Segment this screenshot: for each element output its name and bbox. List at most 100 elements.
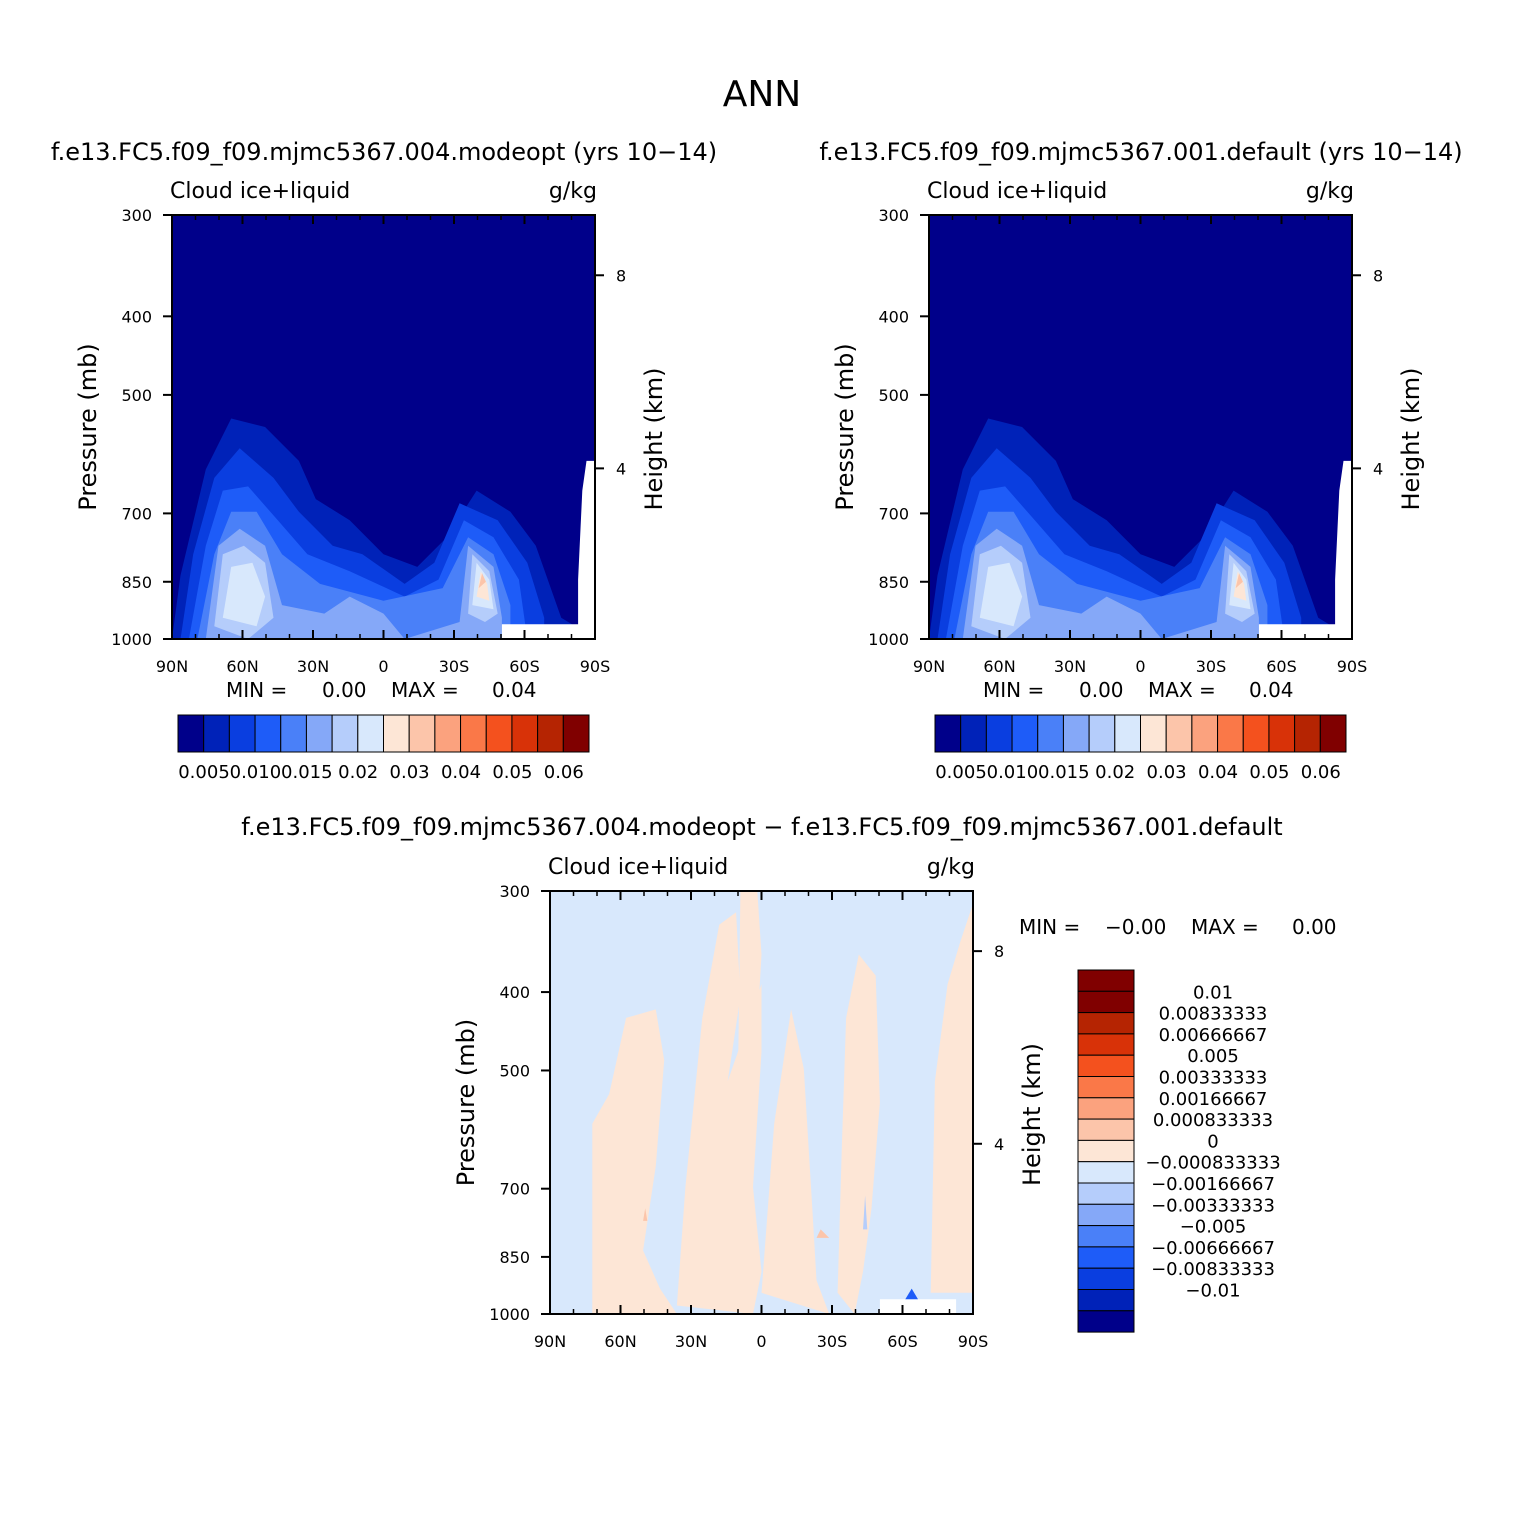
contour-band-positive [761, 1009, 830, 1314]
colorbar-box [1077, 1054, 1135, 1077]
contour-band [962, 528, 1259, 639]
colorbar-box [985, 714, 1013, 753]
panel-modeopt: 90N 60N 30N 0 30S 60S 90S 300 400 500 700 850 1000 8 4… [51, 138, 717, 783]
x-tick-label: 90N [913, 657, 945, 676]
colorbar-box [1077, 1203, 1135, 1227]
colorbar-label: 0.05 [492, 762, 532, 783]
y-tick-label: 400 [878, 307, 909, 326]
page-title: ANN [723, 74, 802, 115]
units-label: g/kg [927, 855, 975, 880]
colorbar-label: 0.005 [178, 762, 230, 783]
colorbar-label: −0.00666667 [1151, 1238, 1275, 1259]
colorbar-label: 0.02 [1095, 762, 1135, 783]
missing-data-region [1258, 460, 1352, 639]
colorbar-label: 0.01 [1193, 982, 1233, 1003]
contour-band-positive [930, 903, 973, 1293]
y-tick-label: 700 [121, 504, 152, 523]
colorbar-box [460, 714, 487, 753]
y-tick-label: 500 [878, 386, 909, 405]
y2-axis-label: Height (km) [640, 368, 668, 511]
min-label: MIN = [1019, 915, 1080, 939]
colorbar-label: 0.02 [338, 762, 378, 783]
colorbar-label: −0.00166667 [1151, 1174, 1275, 1195]
colorbar-box [1077, 1310, 1135, 1333]
y2-tick-label: 8 [994, 942, 1004, 961]
contour-band [643, 1208, 648, 1221]
contour-band [476, 571, 490, 601]
colorbar-box [960, 714, 987, 753]
colorbar-box [1077, 1033, 1135, 1056]
contour-band [979, 562, 1023, 627]
x-tick-label: 30S [817, 1332, 848, 1351]
x-tick-label: 0 [756, 1332, 766, 1351]
y-tick-label: 500 [121, 386, 152, 405]
colorbar-box [1062, 714, 1090, 753]
colorbar-label: −0.00333333 [1151, 1195, 1275, 1216]
panel-title: f.e13.FC5.f09_f09.mjmc5367.001.default (… [819, 138, 1462, 166]
colorbar-label: 0.06 [544, 762, 584, 783]
x-tick-label: 0 [378, 657, 388, 676]
colorbar-box [1077, 1076, 1135, 1099]
colorbar-box [1037, 714, 1064, 753]
colorbar-box [434, 714, 462, 753]
variable-label: Cloud ice+liquid [170, 179, 350, 204]
colorbar-label: 0.015 [1038, 762, 1090, 783]
y-tick-label: 700 [878, 504, 909, 523]
max-label: MAX = [1191, 915, 1259, 939]
colorbar-box [1165, 714, 1193, 753]
x-tick-label: 60N [983, 657, 1015, 676]
panel-title: f.e13.FC5.f09_f09.mjmc5367.004.modeopt −… [241, 813, 1282, 841]
y2-axis-label: Height (km) [1397, 368, 1425, 511]
colorbar-box [1242, 714, 1270, 753]
colorbar-box [1011, 714, 1039, 753]
colorbar-box [1294, 714, 1321, 753]
colorbar-box [1077, 1161, 1135, 1184]
x-tick-label: 60S [509, 657, 540, 676]
y-tick-label: 700 [499, 1180, 530, 1199]
y-axis-label: Pressure (mb) [452, 1019, 480, 1186]
y-tick-label: 300 [878, 206, 909, 225]
colorbar-label: 0.05 [1249, 762, 1289, 783]
x-tick-label: 60N [226, 657, 258, 676]
y2-tick-label: 4 [1373, 459, 1383, 478]
contour-band [1233, 571, 1247, 601]
panel-difference: 90N 60N 30N 0 30S 60S 90S 300 400 500 700 850 1000 8 4… [241, 813, 1336, 1351]
max-value: 0.04 [492, 678, 537, 702]
colorbar-box [1114, 714, 1141, 753]
x-tick-label: 30S [1196, 657, 1227, 676]
colorbar-label: 0.06 [1301, 762, 1341, 783]
x-tick-label: 30N [297, 657, 329, 676]
colorbar-box [1077, 1139, 1135, 1163]
min-label: MIN = [226, 678, 287, 702]
colorbar-box [1077, 1182, 1135, 1205]
min-value: −0.00 [1105, 915, 1166, 939]
contour-band-positive [592, 1009, 677, 1314]
y-tick-label: 300 [499, 882, 530, 901]
y-tick-label: 850 [878, 573, 909, 592]
colorbar-box [383, 714, 410, 753]
contour-band-positive [837, 954, 880, 1314]
units-label: g/kg [1306, 179, 1354, 204]
contour-band [905, 1288, 918, 1300]
colorbar-box [1217, 714, 1244, 753]
colorbar-label: 0.000833333 [1153, 1110, 1273, 1131]
colorbar-box [1077, 990, 1135, 1014]
colorbar-box [1077, 1097, 1135, 1120]
x-tick-label: 60N [604, 1332, 636, 1351]
contour-band [816, 1229, 830, 1238]
colorbar-box [1268, 714, 1296, 753]
colorbar-box [280, 714, 307, 753]
variable-label: Cloud ice+liquid [927, 179, 1107, 204]
y-tick-label: 500 [499, 1061, 530, 1080]
contour-band [205, 528, 502, 639]
colorbar-box [177, 714, 205, 753]
colorbar-label: 0.005 [935, 762, 987, 783]
colorbar-box [485, 714, 513, 753]
colorbar-box [1140, 714, 1167, 753]
y-tick-label: 400 [499, 983, 530, 1002]
colorbar-label: −0.000833333 [1145, 1153, 1280, 1174]
colorbar-label: 0.00666667 [1159, 1025, 1268, 1046]
colorbar-box [408, 714, 436, 753]
max-value: 0.00 [1292, 915, 1337, 939]
